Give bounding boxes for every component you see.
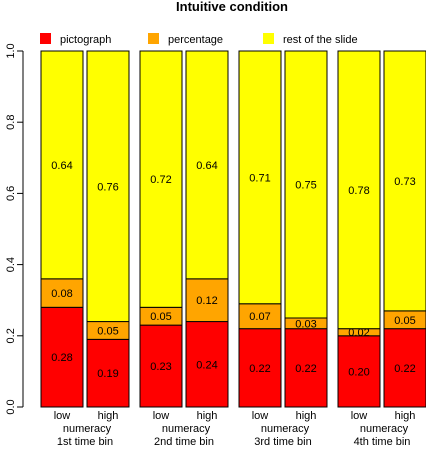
- bar-3-segment-1: [185, 278, 229, 323]
- group-label-0: 1st time bin: [57, 436, 113, 448]
- value-label-2-0: 0.23: [150, 361, 171, 373]
- bar-2-segment-0: [139, 324, 183, 408]
- bar-2-segment-2: [139, 50, 183, 308]
- y-tick-label-5: 1.0: [5, 43, 17, 58]
- y-tick-label-3: 0.6: [5, 186, 17, 201]
- value-label-3-2: 0.64: [196, 160, 217, 172]
- bar-4-segment-1: [238, 303, 282, 330]
- value-label-0-2: 0.64: [51, 160, 72, 172]
- y-tick-label-1: 0.2: [5, 328, 17, 343]
- value-label-5-2: 0.75: [295, 180, 316, 192]
- bar-3-segment-0: [185, 321, 229, 408]
- y-tick-label-2: 0.4: [5, 257, 17, 272]
- value-label-6-1: 0.02: [348, 327, 369, 339]
- bar-label-3: high: [197, 410, 218, 422]
- bar-4-segment-2: [238, 50, 282, 305]
- value-label-4-2: 0.71: [249, 172, 270, 184]
- bar-6-segment-2: [337, 50, 381, 330]
- chart-title: Intuitive condition: [176, 0, 288, 14]
- value-label-7-0: 0.22: [394, 363, 415, 375]
- value-label-5-0: 0.22: [295, 363, 316, 375]
- value-label-5-1: 0.03: [295, 318, 316, 330]
- bar-sublabel-4: numeracy: [261, 423, 310, 435]
- legend-swatch-2: [263, 33, 274, 44]
- value-label-4-1: 0.07: [249, 311, 270, 323]
- group-label-2: 3rd time bin: [254, 436, 311, 448]
- bar-3-segment-2: [185, 50, 229, 280]
- bar-7-segment-2: [383, 50, 426, 312]
- legend-label-1: percentage: [168, 34, 223, 46]
- value-label-7-2: 0.73: [394, 176, 415, 188]
- bar-label-1: high: [98, 410, 119, 422]
- legend-swatch-1: [148, 33, 159, 44]
- value-label-6-0: 0.20: [348, 366, 369, 378]
- bar-label-7: high: [395, 410, 416, 422]
- value-label-2-2: 0.72: [150, 174, 171, 186]
- legend-swatch-0: [40, 33, 51, 44]
- value-label-4-0: 0.22: [249, 363, 270, 375]
- value-label-1-2: 0.76: [97, 181, 118, 193]
- legend-label-0: pictograph: [60, 34, 111, 46]
- bar-sublabel-0: numeracy: [63, 423, 112, 435]
- bar-label-2: low: [153, 410, 170, 422]
- bar-label-6: low: [351, 410, 368, 422]
- y-tick-label-4: 0.8: [5, 115, 17, 130]
- value-label-1-0: 0.19: [97, 368, 118, 380]
- bar-0-segment-2: [40, 50, 84, 280]
- bars: 0.28 0.08 0.64 0.19 0.05 0.76 0.23 0.05 0.72 0.24…: [40, 50, 426, 408]
- bar-label-0: low: [54, 410, 71, 422]
- bar-7-segment-0: [383, 328, 426, 408]
- value-label-0-0: 0.28: [51, 352, 72, 364]
- legend-label-2: rest of the slide: [283, 34, 358, 46]
- bar-label-4: low: [252, 410, 269, 422]
- legend: pictograph percentage rest of the slide: [40, 33, 358, 46]
- value-label-6-2: 0.78: [348, 185, 369, 197]
- y-tick-label-0: 0.0: [5, 399, 17, 414]
- bar-5-segment-2: [284, 50, 328, 319]
- group-label-3: 4th time bin: [354, 436, 411, 448]
- bar-1-segment-2: [86, 50, 130, 323]
- bar-5-segment-0: [284, 328, 328, 408]
- bar-1-segment-0: [86, 338, 130, 408]
- value-label-0-1: 0.08: [51, 288, 72, 300]
- bar-label-5: high: [296, 410, 317, 422]
- value-label-1-1: 0.05: [97, 325, 118, 337]
- bar-0-segment-0: [40, 306, 84, 408]
- group-label-1: 2nd time bin: [154, 436, 214, 448]
- y-axis: 0.0 0.2 0.4 0.6 0.8 1.0: [5, 43, 24, 415]
- value-label-2-1: 0.05: [150, 311, 171, 323]
- bar-0-segment-1: [40, 278, 84, 308]
- bar-sublabel-2: numeracy: [162, 423, 211, 435]
- value-label-3-1: 0.12: [196, 295, 217, 307]
- value-label-7-1: 0.05: [394, 315, 415, 327]
- value-label-3-0: 0.24: [196, 359, 217, 371]
- bar-sublabel-6: numeracy: [360, 423, 409, 435]
